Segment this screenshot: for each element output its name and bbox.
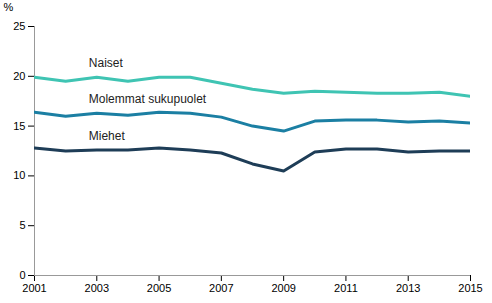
svg-text:Molemmat sukupuolet: Molemmat sukupuolet — [89, 92, 207, 106]
svg-text:25: 25 — [13, 20, 25, 32]
svg-text:%: % — [4, 1, 14, 13]
svg-text:2001: 2001 — [22, 282, 46, 294]
svg-text:0: 0 — [19, 269, 25, 281]
svg-text:2007: 2007 — [209, 282, 233, 294]
svg-text:20: 20 — [13, 70, 25, 82]
svg-text:15: 15 — [13, 120, 25, 132]
svg-text:2003: 2003 — [85, 282, 109, 294]
svg-text:2005: 2005 — [147, 282, 171, 294]
svg-text:2009: 2009 — [271, 282, 295, 294]
svg-text:10: 10 — [13, 169, 25, 181]
svg-text:Miehet: Miehet — [89, 129, 126, 143]
svg-text:2015: 2015 — [458, 282, 482, 294]
svg-text:Naiset: Naiset — [89, 56, 124, 70]
svg-text:2011: 2011 — [334, 282, 358, 294]
svg-text:5: 5 — [19, 219, 25, 231]
svg-text:2013: 2013 — [396, 282, 420, 294]
